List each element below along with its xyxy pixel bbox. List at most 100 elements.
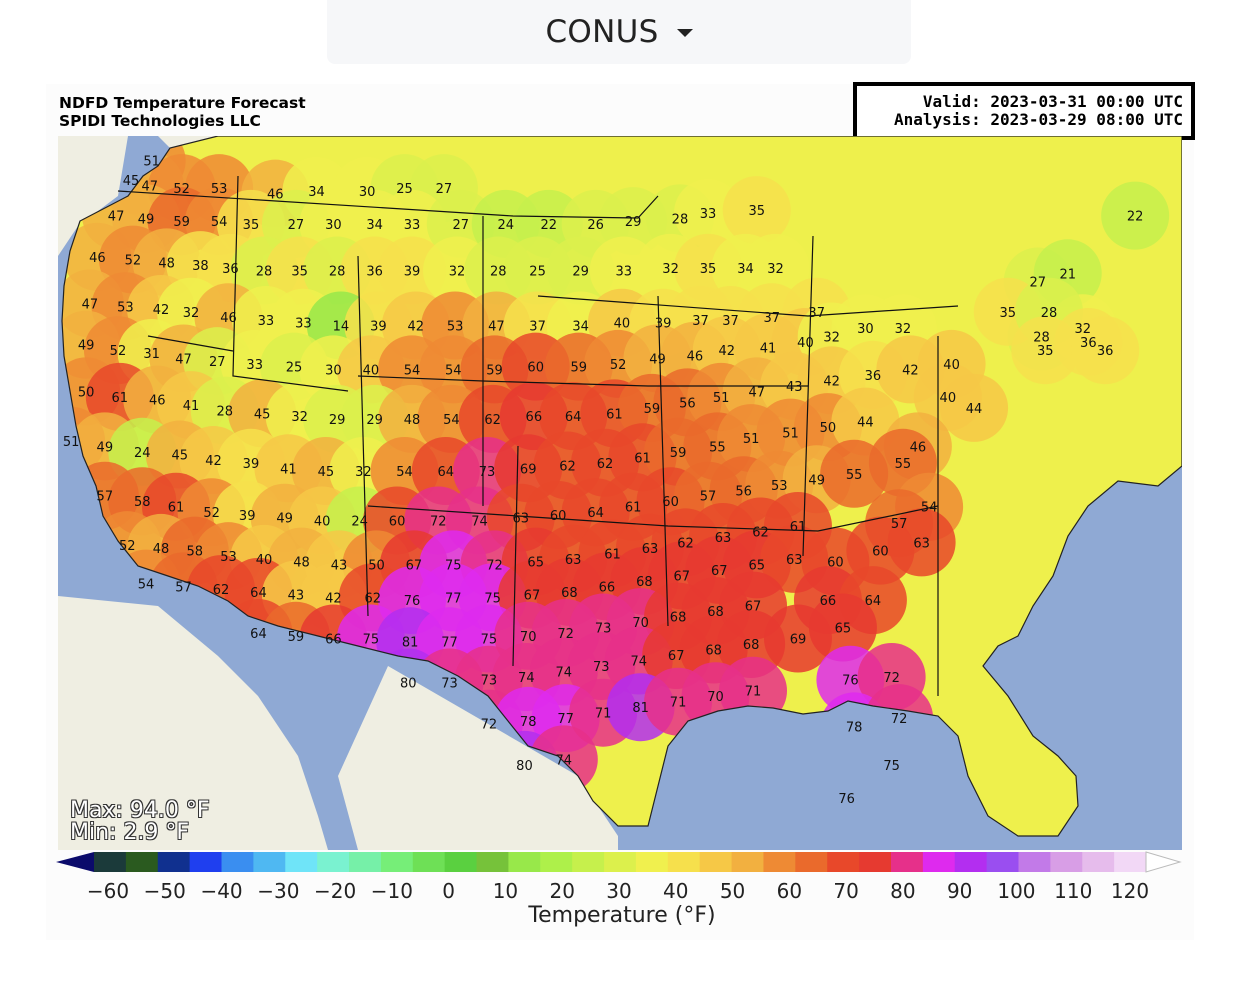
station-temp-label: 22: [541, 218, 558, 233]
colorbar-tick-label: 60: [777, 879, 802, 903]
chevron-down-icon: [676, 29, 693, 37]
station-temp-label: 69: [520, 462, 537, 477]
station-temp-label: 57: [891, 517, 908, 532]
border-wi: [802, 235, 814, 557]
station-temp-label: 47: [488, 319, 505, 334]
station-temp-label: 50: [368, 558, 385, 573]
station-temp-label: 35: [1037, 344, 1054, 359]
colorbar-cell: [859, 852, 892, 872]
station-temp-label: 31: [143, 347, 160, 362]
station-temp-label: 33: [295, 317, 312, 332]
temperature-cell: [1101, 181, 1170, 250]
station-temp-label: 39: [404, 265, 421, 280]
station-temp-label: 26: [587, 218, 604, 233]
station-temp-label: 60: [550, 509, 567, 524]
station-temp-label: 60: [662, 495, 679, 510]
station-temp-label: 47: [82, 298, 99, 313]
station-temp-label: 45: [123, 174, 140, 189]
temperature-cell: [1071, 316, 1140, 385]
max-min-readout: Max: 94.0 °F Min: 2.9 °F: [70, 800, 210, 844]
station-temp-label: 47: [748, 385, 765, 400]
station-temp-label: 61: [604, 547, 621, 562]
station-temp-label: 54: [138, 578, 155, 593]
station-temp-label: 40: [797, 336, 814, 351]
station-temp-label: 43: [331, 558, 348, 573]
station-temp-label: 24: [134, 446, 151, 461]
station-temp-label: 28: [329, 265, 346, 280]
station-temp-label: 37: [763, 311, 780, 326]
station-temp-label: 74: [471, 514, 488, 529]
station-temp-label: 37: [692, 314, 709, 329]
station-temp-label: 67: [711, 564, 728, 579]
station-temp-label: 75: [883, 759, 900, 774]
station-temp-label: 49: [808, 473, 825, 488]
station-temp-label: 24: [351, 514, 368, 529]
station-temp-label: 68: [707, 605, 724, 620]
station-temp-label: 37: [529, 319, 546, 334]
station-temp-label: 62: [213, 583, 230, 598]
colorbar-cell: [763, 852, 796, 872]
station-temp-label: 30: [857, 322, 874, 337]
station-temp-label: 44: [966, 402, 983, 417]
station-temp-label: 36: [366, 265, 383, 280]
station-temp-label: 63: [565, 553, 582, 568]
station-temp-label: 28: [1041, 306, 1058, 321]
station-temp-label: 62: [559, 460, 576, 475]
station-temp-label: 29: [625, 215, 642, 230]
station-temp-label: 29: [366, 413, 383, 428]
station-temp-label: 37: [722, 314, 739, 329]
station-temp-label: 54: [445, 363, 462, 378]
colorbar-cell: [954, 852, 988, 872]
station-temp-label: 64: [565, 410, 582, 425]
station-temp-label: 34: [308, 185, 325, 200]
colorbar-cell: [94, 852, 127, 872]
station-temp-label: 40: [940, 391, 957, 406]
colorbar-cell: [221, 852, 254, 872]
station-temp-label: 48: [158, 256, 175, 271]
station-temp-label: 14: [333, 319, 350, 334]
colorbar-cell: [540, 852, 573, 872]
state-borders: [117, 175, 959, 696]
station-temp-label: 68: [743, 638, 760, 653]
station-temp-label: 25: [529, 265, 546, 280]
max-label: Max: 94.0 °F: [70, 798, 210, 823]
mexico-land: [338, 666, 618, 850]
station-temp-label: 42: [823, 374, 840, 389]
station-temp-label: 62: [364, 591, 381, 606]
station-temp-label: 49: [138, 212, 155, 227]
station-temp-label: 74: [556, 753, 573, 768]
temperature-cell: [887, 508, 956, 577]
station-temp-label: 35: [291, 265, 308, 280]
colorbar-cell: [827, 852, 860, 872]
station-temp-label: 46: [910, 440, 927, 455]
temperature-cell: [674, 178, 743, 247]
station-temp-label: 63: [642, 542, 659, 557]
border-mn: [657, 295, 669, 627]
station-temp-label: 60: [527, 361, 544, 376]
station-temp-label: 50: [78, 385, 95, 400]
station-temp-label: 75: [481, 633, 498, 648]
station-temp-label: 46: [220, 311, 237, 326]
station-temp-label: 42: [325, 591, 342, 606]
station-temp-label: 76: [838, 792, 855, 807]
station-temp-label: 32: [1074, 322, 1091, 337]
station-temp-label: 37: [808, 306, 825, 321]
colorbar-cell: [922, 852, 956, 872]
colorbar: −60 −50 −40 −30 −20 −10 0 10 20 30 40 50 60 70 80 90 100…: [56, 851, 1182, 903]
station-temp-label: 61: [168, 501, 185, 516]
station-temp-label: 61: [634, 451, 651, 466]
station-temp-label: 45: [171, 449, 188, 464]
station-temp-label: 54: [211, 215, 228, 230]
border-mid1: [357, 375, 808, 387]
station-temp-label: 65: [527, 556, 544, 571]
region-dropdown[interactable]: CONUS: [327, 0, 911, 64]
station-temp-label: 40: [314, 514, 331, 529]
station-temp-label: 74: [518, 671, 535, 686]
station-temp-label: 77: [445, 591, 462, 606]
station-temp-label: 70: [520, 630, 537, 645]
temperature-cell: [378, 189, 447, 258]
station-temp-label: 38: [192, 259, 209, 274]
station-temp-label: 72: [486, 558, 503, 573]
station-temp-label: 66: [325, 633, 342, 648]
figure-title-line1: NDFD Temperature Forecast: [59, 94, 306, 112]
